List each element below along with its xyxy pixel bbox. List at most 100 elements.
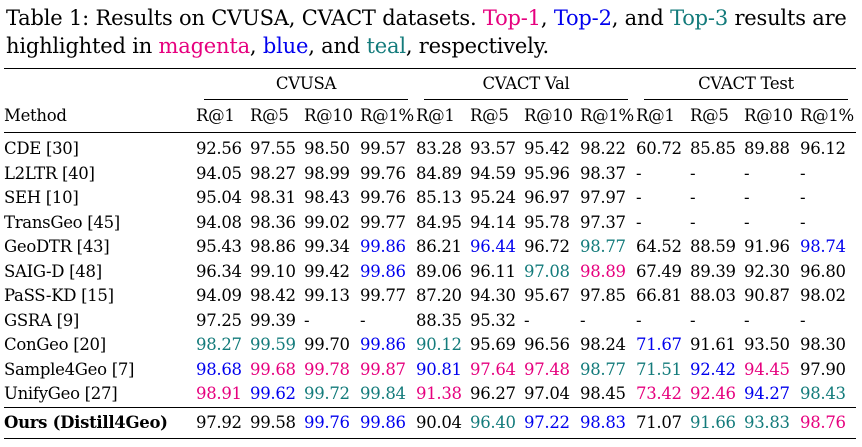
column-header-11: R@10 <box>744 106 793 125</box>
metric-cell: 67.49 <box>636 261 682 281</box>
metric-cell: 96.44 <box>470 237 516 257</box>
metric-cell: 98.02 <box>800 286 846 306</box>
caption-top2: Top-2 <box>553 6 612 30</box>
table-row: Sample4Geo [7] 98.68 99.68 99.78 99.87 90.81 9… <box>4 358 856 383</box>
metric-cell: 99.77 <box>360 286 406 306</box>
column-header-10: R@5 <box>690 106 729 125</box>
ours-row: Ours (Distill4Geo) 97.92 99.58 99.76 99.86 90… <box>4 408 856 439</box>
caption-top1: Top-1 <box>482 6 541 30</box>
column-header-7: R@10 <box>524 106 573 125</box>
metric-cell: 95.32 <box>470 310 516 330</box>
metric-cell: 98.76 <box>800 412 846 432</box>
metric-cell: 98.86 <box>250 237 296 257</box>
table-row: ConGeo [20] 98.27 99.59 99.70 99.86 90.12 95.6… <box>4 333 856 358</box>
metric-cell: 99.78 <box>304 359 350 379</box>
metric-cell: - <box>690 310 696 330</box>
metric-cell: 97.55 <box>250 139 296 159</box>
results-table: CVUSA CVACT Val CVACT Test Method R@1 R@5 R… <box>4 68 856 439</box>
metric-cell: 90.12 <box>416 335 462 355</box>
caption-sep2: , and <box>611 6 664 30</box>
table-row: PaSS-KD [15] 94.09 98.42 99.13 99.77 87.20 94.… <box>4 284 856 309</box>
metric-cell: - <box>744 310 750 330</box>
metric-cell: 99.72 <box>304 384 350 404</box>
column-header-4: R@1% <box>360 106 414 125</box>
metric-cell: 98.50 <box>304 139 350 159</box>
caption-sep4: , and <box>308 34 361 58</box>
metric-cell: 99.13 <box>304 286 350 306</box>
table-row: L2LTR [40] 94.05 98.27 98.99 99.76 84.89 94.59… <box>4 162 856 187</box>
metric-cell: 98.77 <box>580 359 626 379</box>
metric-cell: 89.06 <box>416 261 462 281</box>
metric-cell: 94.45 <box>744 359 790 379</box>
metric-cell: 96.97 <box>524 188 570 208</box>
metric-cell: 88.03 <box>690 286 736 306</box>
metric-cell: 94.30 <box>470 286 516 306</box>
metric-cell: 98.99 <box>304 163 350 183</box>
metric-cell: 98.37 <box>580 163 626 183</box>
metric-cell: 99.86 <box>360 237 406 257</box>
metric-cell: 99.68 <box>250 359 296 379</box>
method-name: UnifyGeo [27] <box>4 384 118 404</box>
metric-cell: 99.86 <box>360 335 406 355</box>
metric-cell: 98.27 <box>250 163 296 183</box>
mid-rule <box>4 132 856 133</box>
metric-cell: 92.42 <box>690 359 736 379</box>
table-row: SEH [10] 95.04 98.31 98.43 99.76 85.13 95.24 96… <box>4 186 856 211</box>
metric-cell: 66.81 <box>636 286 682 306</box>
table-row: TransGeo [45] 94.08 98.36 99.02 99.77 84.95 94… <box>4 211 856 236</box>
metric-cell: 96.80 <box>800 261 846 281</box>
metric-cell: 98.77 <box>580 237 626 257</box>
metric-cell: 96.27 <box>470 384 516 404</box>
bottom-rule <box>4 437 856 439</box>
metric-cell: 94.14 <box>470 212 516 232</box>
metric-cell: 98.89 <box>580 261 626 281</box>
group-cvact-test: CVACT Test <box>698 74 794 93</box>
metric-cell: 97.90 <box>800 359 846 379</box>
metric-cell: 98.42 <box>250 286 296 306</box>
metric-cell: - <box>580 310 586 330</box>
method-name: PaSS-KD [15] <box>4 286 114 306</box>
metric-cell: 99.77 <box>360 212 406 232</box>
column-header-1: R@1 <box>196 106 235 125</box>
metric-cell: - <box>636 310 642 330</box>
column-header-6: R@5 <box>470 106 509 125</box>
metric-cell: 99.34 <box>304 237 350 257</box>
metric-cell: - <box>524 310 530 330</box>
metric-cell: 92.30 <box>744 261 790 281</box>
metric-cell: 96.56 <box>524 335 570 355</box>
metric-cell: 98.22 <box>580 139 626 159</box>
method-name: GSRA [9] <box>4 310 80 330</box>
metric-cell: 94.09 <box>196 286 242 306</box>
metric-cell: 99.84 <box>360 384 406 404</box>
metric-cell: 97.48 <box>524 359 570 379</box>
column-header-5: R@1 <box>416 106 455 125</box>
metric-cell: 99.42 <box>304 261 350 281</box>
metric-cell: 91.38 <box>416 384 462 404</box>
metric-cell: 96.11 <box>470 261 516 281</box>
metric-cell: 92.46 <box>690 384 736 404</box>
metric-cell: - <box>744 188 750 208</box>
method-name: CDE [30] <box>4 139 79 159</box>
metric-cell: - <box>800 188 806 208</box>
metric-cell: 99.59 <box>250 335 296 355</box>
group-cvact-val: CVACT Val <box>482 74 570 93</box>
metric-cell: 95.67 <box>524 286 570 306</box>
metric-cell: - <box>304 310 310 330</box>
metric-cell: 97.04 <box>524 384 570 404</box>
metric-cell: 97.22 <box>524 412 570 432</box>
metric-cell: 98.83 <box>580 412 626 432</box>
metric-cell: 90.87 <box>744 286 790 306</box>
metric-cell: 95.04 <box>196 188 242 208</box>
metric-cell: 71.07 <box>636 412 682 432</box>
column-header-9: R@1 <box>636 106 675 125</box>
metric-cell: - <box>744 212 750 232</box>
metric-cell: 97.85 <box>580 286 626 306</box>
metric-cell: 98.24 <box>580 335 626 355</box>
metric-cell: 98.27 <box>196 335 242 355</box>
caption-suffix: , respectively. <box>405 34 549 58</box>
group-underline-row <box>4 99 856 100</box>
metric-cell: 99.76 <box>304 412 350 432</box>
metric-cell: 89.88 <box>744 139 790 159</box>
metric-cell: 71.67 <box>636 335 682 355</box>
